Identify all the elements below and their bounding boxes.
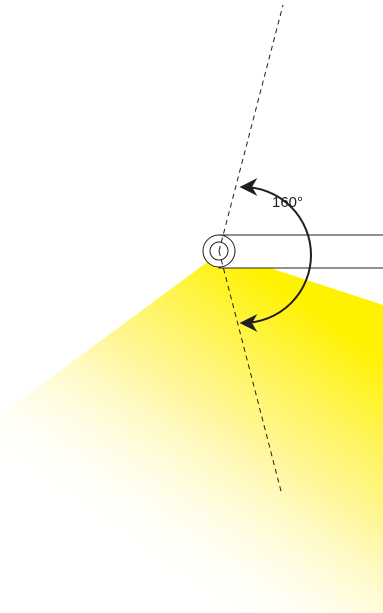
luminaire-arm xyxy=(218,234,383,269)
light-beam xyxy=(0,252,383,613)
beam-edge-line-upper xyxy=(218,4,284,252)
beam-edge-line-lower xyxy=(218,250,283,496)
angle-label: 160° xyxy=(272,194,303,211)
angle-arc xyxy=(239,178,312,332)
